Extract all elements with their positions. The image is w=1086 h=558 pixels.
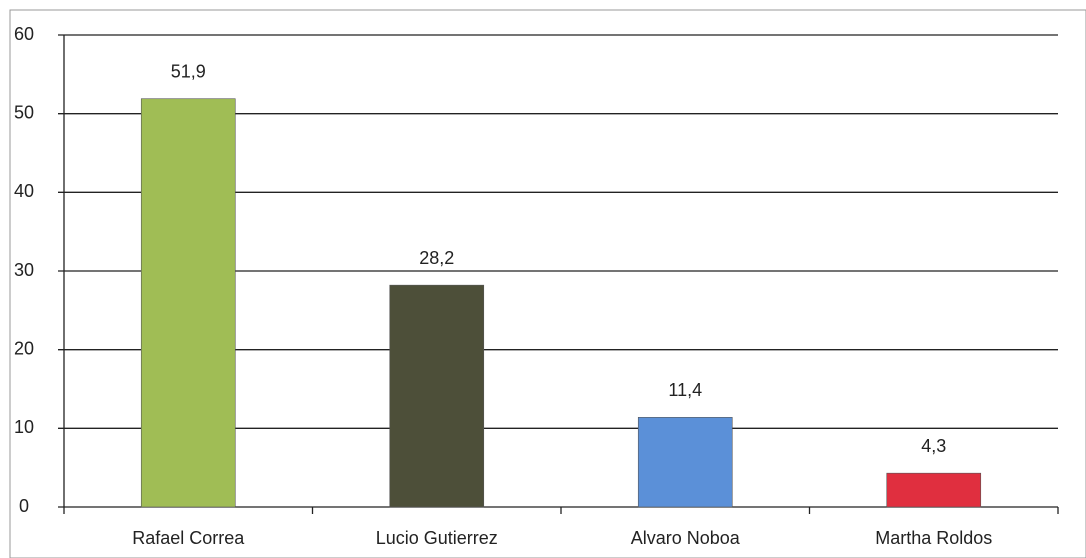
value-label: 28,2 [419, 248, 454, 268]
bar [140, 98, 236, 508]
value-label: 4,3 [921, 436, 946, 456]
y-tick-label: 20 [14, 338, 34, 358]
x-tick-label: Martha Roldos [875, 528, 992, 548]
x-tick-label: Rafael Correa [132, 528, 245, 548]
y-tick-label: 10 [14, 417, 34, 437]
value-label: 51,9 [171, 61, 206, 81]
y-tick-label: 50 [14, 102, 34, 122]
x-tick-label: Lucio Gutierrez [376, 528, 498, 548]
y-tick-label: 60 [14, 24, 34, 44]
y-tick-label: 30 [14, 260, 34, 280]
y-tick-label: 40 [14, 181, 34, 201]
bar [389, 284, 485, 508]
x-tick-label: Alvaro Noboa [631, 528, 741, 548]
bar [886, 472, 982, 508]
value-label: 11,4 [668, 380, 702, 400]
y-tick-label: 0 [19, 496, 29, 516]
bar [637, 417, 733, 508]
